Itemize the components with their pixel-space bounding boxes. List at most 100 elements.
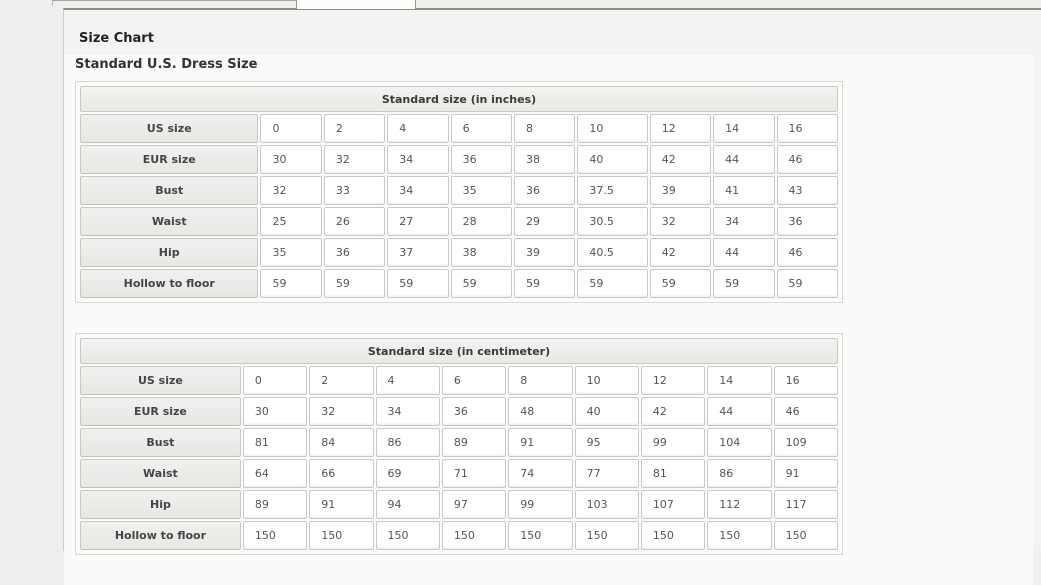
- size-value-cell: 48: [508, 397, 573, 426]
- size-value-cell: 150: [441, 521, 507, 550]
- size-value-cell: 107: [640, 490, 706, 519]
- size-value-cell: 150: [574, 521, 639, 550]
- size-value-cell: 150: [640, 521, 706, 550]
- size-value-cell: 46: [776, 145, 838, 174]
- size-value-cell: 59: [513, 269, 576, 298]
- table-row: US size 0 2 4 6 8 10 12 14 16: [80, 114, 838, 143]
- page-title: Size Chart: [79, 31, 154, 46]
- size-value-cell: 36: [450, 145, 512, 174]
- table-row: Hip 35 36 37 38 39 40.5 42 44 46: [80, 238, 838, 267]
- size-value-cell: 64: [242, 459, 308, 488]
- size-value-cell: 8: [508, 366, 573, 395]
- size-value-cell: 34: [713, 207, 775, 236]
- size-value-cell: 46: [776, 238, 838, 267]
- size-value-cell: 59: [713, 269, 775, 298]
- size-value-cell: 59: [776, 269, 838, 298]
- size-value-cell: 91: [508, 428, 573, 457]
- table-row: EUR size 30 32 34 36 38 40 42 44 46: [80, 145, 838, 174]
- size-value-cell: 150: [773, 521, 838, 550]
- size-value-cell: 150: [309, 521, 374, 550]
- size-value-cell: 44: [707, 397, 772, 426]
- size-value-cell: 104: [707, 428, 772, 457]
- size-value-cell: 95: [574, 428, 639, 457]
- size-value-cell: 4: [387, 114, 449, 143]
- row-label: Waist: [80, 459, 241, 488]
- table-row: Hollow to floor 59 59 59 59 59 59 59 59 59: [80, 269, 838, 298]
- size-value-cell: 117: [773, 490, 838, 519]
- size-value-cell: 38: [513, 145, 576, 174]
- size-value-cell: 81: [640, 459, 706, 488]
- size-value-cell: 0: [260, 114, 322, 143]
- size-value-cell: 40: [577, 145, 648, 174]
- size-value-cell: 36: [441, 397, 507, 426]
- size-value-cell: 44: [713, 145, 775, 174]
- table-row: Bust 81 84 86 89 91 95 99 104 109: [80, 428, 838, 457]
- size-value-cell: 86: [707, 459, 772, 488]
- size-value-cell: 14: [713, 114, 775, 143]
- size-value-cell: 112: [707, 490, 772, 519]
- size-value-cell: 66: [309, 459, 374, 488]
- size-value-cell: 42: [649, 145, 712, 174]
- size-value-cell: 0: [242, 366, 308, 395]
- row-label: US size: [80, 114, 259, 143]
- section-title: Standard U.S. Dress Size: [75, 57, 258, 72]
- table-row: Waist 64 66 69 71 74 77 81 86 91: [80, 459, 838, 488]
- row-label: EUR size: [80, 145, 259, 174]
- size-value-cell: 2: [309, 366, 374, 395]
- size-value-cell: 30.5: [577, 207, 648, 236]
- size-value-cell: 99: [508, 490, 573, 519]
- size-value-cell: 91: [309, 490, 374, 519]
- size-value-cell: 89: [242, 490, 308, 519]
- size-value-cell: 29: [513, 207, 576, 236]
- size-value-cell: 41: [713, 176, 775, 205]
- size-value-cell: 99: [640, 428, 706, 457]
- size-value-cell: 77: [574, 459, 639, 488]
- size-value-cell: 36: [513, 176, 576, 205]
- size-value-cell: 30: [260, 145, 322, 174]
- size-table: Standard size (in inches) US size 0 2 4 6 8 10…: [78, 84, 840, 300]
- row-label: Bust: [80, 176, 259, 205]
- table-header-row: Standard size (in inches): [80, 86, 838, 112]
- size-value-cell: 36: [776, 207, 838, 236]
- row-label: Waist: [80, 207, 259, 236]
- size-value-cell: 26: [323, 207, 386, 236]
- tab-bar-edge: [52, 0, 53, 6]
- size-value-cell: 44: [713, 238, 775, 267]
- size-value-cell: 59: [260, 269, 322, 298]
- size-value-cell: 37.5: [577, 176, 648, 205]
- table-title: Standard size (in centimeter): [80, 338, 838, 364]
- size-value-cell: 4: [375, 366, 440, 395]
- size-value-cell: 86: [375, 428, 440, 457]
- size-value-cell: 10: [574, 366, 639, 395]
- size-value-cell: 150: [242, 521, 308, 550]
- size-table-container: Standard size (in centimeter) US size 0 2 4…: [75, 333, 843, 555]
- table-row: Hollow to floor 150 150 150 150 150 150 150 150 1…: [80, 521, 838, 550]
- size-value-cell: 71: [441, 459, 507, 488]
- row-label: Hollow to floor: [80, 521, 241, 550]
- size-value-cell: 36: [323, 238, 386, 267]
- table-header-row: Standard size (in centimeter): [80, 338, 838, 364]
- size-value-cell: 33: [323, 176, 386, 205]
- size-table-container: Standard size (in inches) US size 0 2 4 6 8 10…: [75, 81, 843, 303]
- size-value-cell: 40.5: [577, 238, 648, 267]
- size-value-cell: 32: [649, 207, 712, 236]
- size-value-cell: 42: [640, 397, 706, 426]
- size-value-cell: 37: [387, 238, 449, 267]
- size-value-cell: 28: [450, 207, 512, 236]
- size-value-cell: 32: [309, 397, 374, 426]
- size-value-cell: 150: [707, 521, 772, 550]
- table-row: EUR size 30 32 34 36 48 40 42 44 46: [80, 397, 838, 426]
- size-value-cell: 69: [375, 459, 440, 488]
- table-row: Hip 89 91 94 97 99 103 107 112 117: [80, 490, 838, 519]
- size-value-cell: 43: [776, 176, 838, 205]
- row-label: Hip: [80, 238, 259, 267]
- table-title: Standard size (in inches): [80, 86, 838, 112]
- size-value-cell: 34: [375, 397, 440, 426]
- table-row: US size 0 2 4 6 8 10 12 14 16: [80, 366, 838, 395]
- size-table: Standard size (in centimeter) US size 0 2 4…: [78, 336, 840, 552]
- size-value-cell: 39: [513, 238, 576, 267]
- size-value-cell: 59: [323, 269, 386, 298]
- active-tab[interactable]: [296, 0, 416, 9]
- size-value-cell: 25: [260, 207, 322, 236]
- tab-bar-bottom-line: [52, 0, 296, 1]
